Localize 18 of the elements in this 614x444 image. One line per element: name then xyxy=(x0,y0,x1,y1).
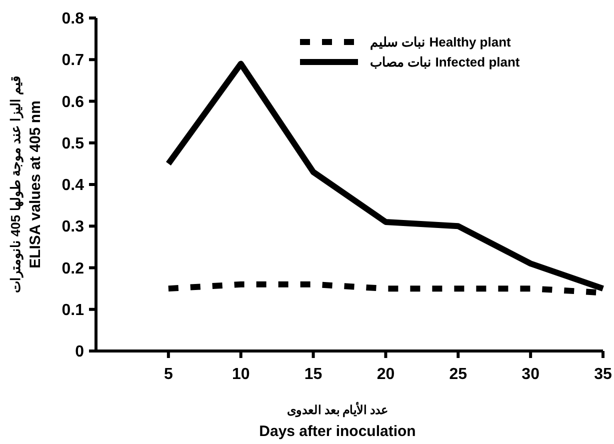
y-tick-label: 0 xyxy=(75,344,84,361)
y-tick-label: 0.3 xyxy=(62,218,84,236)
x-tick-label: 10 xyxy=(232,366,250,383)
y-tick-label: 0.2 xyxy=(62,260,84,278)
x-tick-label: 35 xyxy=(594,366,612,383)
x-tick-label: 15 xyxy=(304,366,322,383)
y-tick-label: 0.8 xyxy=(62,10,84,28)
x-tick-label: 25 xyxy=(449,366,468,383)
x-tick-label: 5 xyxy=(164,366,173,383)
y-tick-label: 0.4 xyxy=(62,177,84,194)
x-tick-label: 20 xyxy=(376,366,395,383)
y-tick-label: 0.1 xyxy=(62,302,84,319)
y-tick-label: 0.7 xyxy=(62,52,84,70)
y-tick-label: 0.6 xyxy=(62,94,84,111)
x-tick-label: 30 xyxy=(522,366,540,383)
y-tick-label: 0.5 xyxy=(62,135,84,152)
legend-label: نبات سليم Healthy plant xyxy=(370,34,512,51)
legend-label: نبات مصاب Infected plant xyxy=(370,54,520,70)
